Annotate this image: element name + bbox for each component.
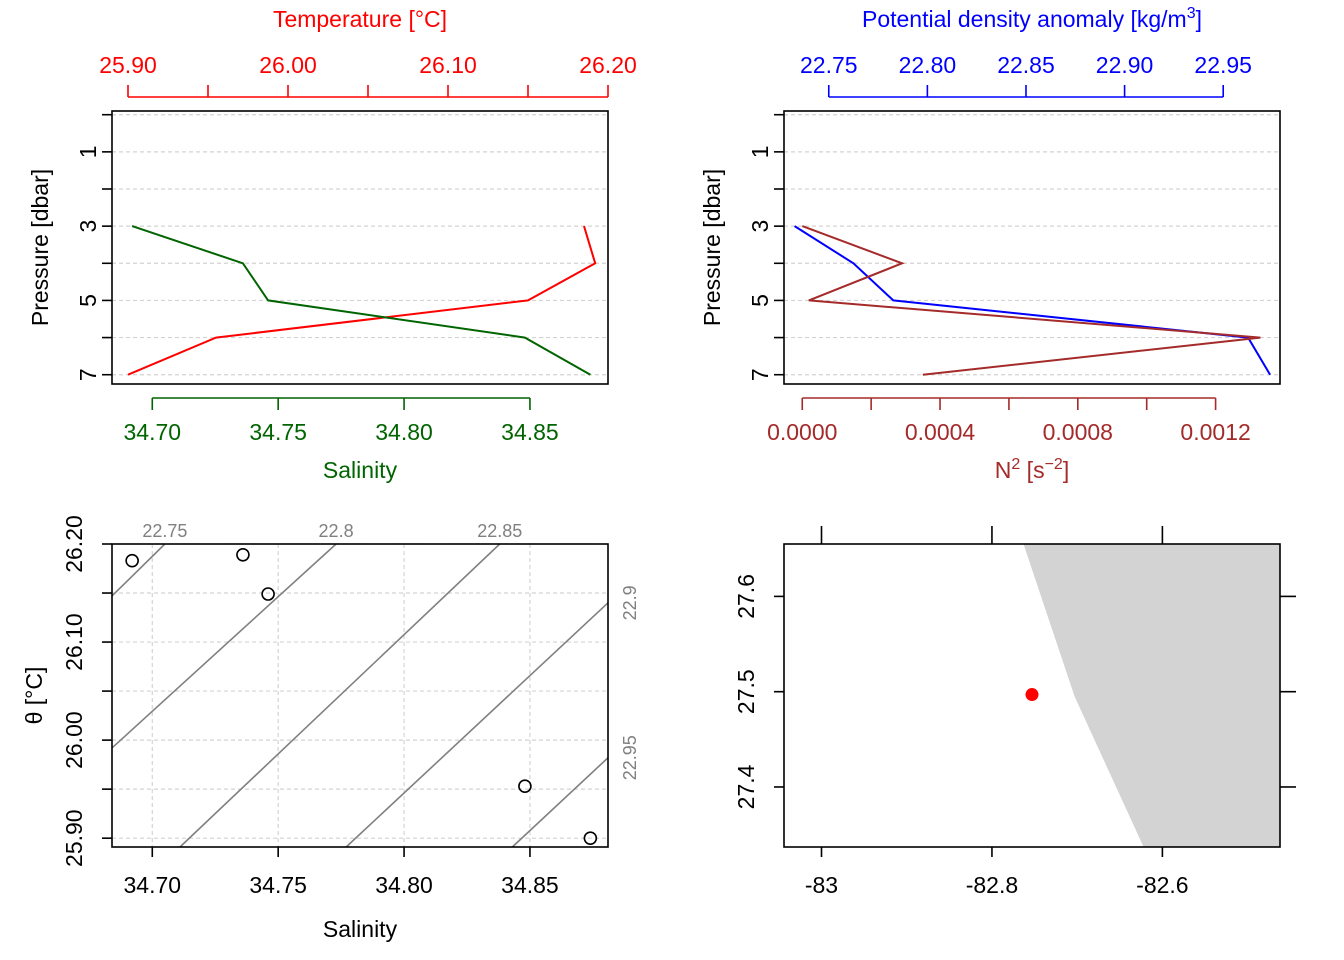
- top-axis-label: Temperature [°C]: [273, 6, 447, 32]
- density-n2-profile-panel: 1 3 5 7 Pressure [dbar] 22.75 22.80 22.85 22.90 2…: [699, 5, 1281, 483]
- x-tick-label: 34.85: [501, 872, 559, 898]
- plot-frame: [111, 543, 609, 848]
- ts-diagram-panel: 22.75 22.8 22.85 22.9 22.95 34.70 34.75 34.80 34…: [21, 515, 640, 942]
- bottom-tick-label: 34.70: [124, 419, 182, 445]
- top-tick-label: 22.90: [1096, 52, 1154, 78]
- top-axis-label: Potential density anomaly [kg/m3]: [862, 5, 1202, 32]
- isopycnal-line: [345, 602, 609, 848]
- isopycnal-label: 22.75: [142, 521, 187, 541]
- density-line: [794, 225, 1271, 376]
- x-tick-label: 34.75: [249, 872, 307, 898]
- y-tick-label: 27.5: [733, 669, 759, 714]
- x-tick-label: -83: [805, 872, 838, 898]
- isopycnal-label: 22.95: [620, 735, 640, 780]
- top-tick-label: 22.75: [800, 52, 858, 78]
- ts-point: [236, 547, 250, 562]
- bottom-axis-label-part: [s: [1020, 457, 1044, 483]
- isopycnal-label: 22.85: [477, 521, 522, 541]
- bottom-axis-label: N2 [s−2]: [995, 456, 1069, 483]
- isopycnal-line: [111, 543, 337, 749]
- plot-frame: [111, 110, 609, 385]
- n2-line: [801, 225, 1261, 376]
- bottom-axis-label-part: −2: [1045, 456, 1063, 473]
- top-tick-label: 25.90: [99, 52, 157, 78]
- bottom-tick-label: 34.80: [375, 419, 433, 445]
- temperature-line: [127, 225, 597, 376]
- bottom-tick-label: 0.0004: [905, 419, 976, 445]
- x-axis-label: Salinity: [323, 916, 398, 942]
- y-tick-label: 7: [747, 368, 773, 381]
- y-tick-label: 27.4: [733, 764, 759, 809]
- salinity-line: [131, 225, 591, 376]
- map-frame: [783, 543, 1281, 848]
- x-tick-label: 34.70: [124, 872, 182, 898]
- bottom-tick-label: 0.0000: [767, 419, 837, 445]
- y-tick-label: 7: [75, 368, 101, 381]
- top-tick-label: 26.00: [259, 52, 317, 78]
- y-tick-label: 26.00: [61, 711, 87, 769]
- isopycnal-line: [179, 543, 501, 848]
- y-tick-label: 5: [75, 294, 101, 307]
- bottom-axis-label-part: N: [995, 457, 1012, 483]
- station-map-panel: -83 -82.8 -82.6 27.4 27.5 27.6: [733, 526, 1296, 898]
- y-tick-label: 3: [747, 220, 773, 233]
- top-tick-label: 22.85: [997, 52, 1055, 78]
- station-marker: [1025, 688, 1039, 702]
- plot-frame: [783, 110, 1281, 385]
- isopycnal-label: 22.8: [319, 521, 354, 541]
- bottom-tick-label: 0.0012: [1180, 419, 1250, 445]
- ts-point: [518, 779, 532, 794]
- top-axis-label-end: ]: [1196, 6, 1202, 32]
- y-tick-label: 1: [747, 145, 773, 158]
- isopycnal-line: [111, 543, 166, 597]
- y-tick-label: 1: [75, 145, 101, 158]
- x-tick-label: 34.80: [375, 872, 433, 898]
- y-tick-label: 5: [747, 294, 773, 307]
- bottom-axis-label-part: ]: [1063, 457, 1069, 483]
- isopycnal-line: [511, 757, 609, 848]
- y-tick-label: 3: [75, 220, 101, 233]
- y-tick-label: 25.90: [61, 809, 87, 867]
- y-axis-label: θ [°C]: [21, 667, 47, 725]
- bottom-tick-label: 34.85: [501, 419, 559, 445]
- isopycnal-label: 22.9: [620, 585, 640, 620]
- top-tick-label: 26.10: [419, 52, 477, 78]
- bottom-tick-label: 0.0008: [1043, 419, 1113, 445]
- y-axis-label: Pressure [dbar]: [27, 169, 53, 326]
- ts-point: [125, 553, 139, 568]
- bottom-axis-label: Salinity: [323, 457, 398, 483]
- ts-point: [583, 831, 598, 845]
- y-tick-label: 26.10: [61, 613, 87, 671]
- bottom-tick-label: 34.75: [249, 419, 307, 445]
- top-axis-label-sup: 3: [1187, 5, 1196, 22]
- y-tick-label: 26.20: [61, 515, 87, 573]
- land-polygon: [1023, 544, 1280, 847]
- ts-point: [261, 587, 275, 601]
- bottom-axis-label-part: 2: [1011, 456, 1020, 473]
- top-tick-label: 22.80: [899, 52, 957, 78]
- top-axis-label-main: Potential density anomaly [kg/m: [862, 6, 1187, 32]
- y-tick-label: 27.6: [733, 574, 759, 619]
- temperature-salinity-profile-panel: 1 3 5 7 Pressure [dbar] 25.90 26.00 26.10 26.20 T…: [27, 6, 637, 483]
- x-tick-label: -82.6: [1136, 872, 1188, 898]
- y-axis-label: Pressure [dbar]: [699, 169, 725, 326]
- top-tick-label: 26.20: [579, 52, 637, 78]
- top-tick-label: 22.95: [1194, 52, 1252, 78]
- x-tick-label: -82.8: [966, 872, 1018, 898]
